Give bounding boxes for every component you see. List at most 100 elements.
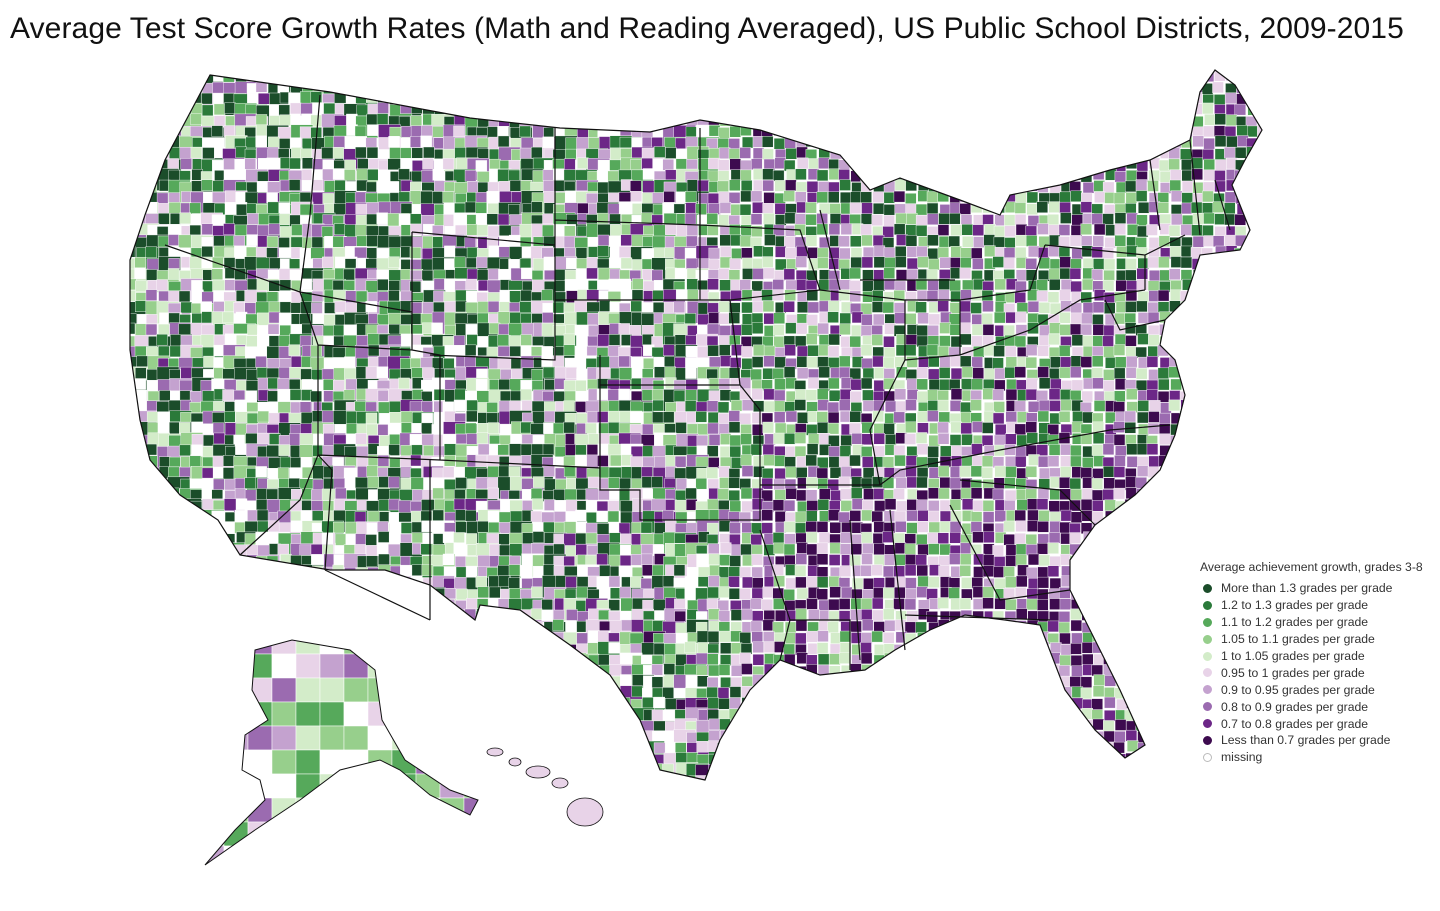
district-cell (607, 91, 631, 115)
district-cell (1246, 158, 1258, 170)
district-cell (949, 105, 961, 117)
district-cell (1014, 159, 1027, 171)
district-cell (938, 135, 950, 147)
district-cell (1016, 434, 1028, 447)
district-cell (1247, 279, 1259, 292)
district-cell (1181, 169, 1193, 182)
district-cell (367, 124, 379, 136)
district-cell (134, 256, 146, 269)
district-cell (213, 334, 226, 347)
district-cell (675, 158, 688, 170)
district-cell (1004, 225, 1016, 237)
district-cell (520, 388, 532, 401)
district-cell (951, 445, 963, 457)
district-cell (937, 389, 949, 402)
district-cell (640, 553, 653, 566)
district-cell (1102, 70, 1114, 71)
district-cell (950, 488, 963, 501)
district-cell (134, 126, 147, 138)
district-cell (1202, 499, 1215, 511)
district-cell (630, 300, 642, 313)
district-cell (915, 215, 928, 227)
district-cell (1245, 246, 1258, 258)
district-cell (555, 479, 567, 491)
district-cell (519, 565, 532, 577)
district-cell (213, 432, 225, 445)
district-cell (1190, 488, 1203, 501)
district-cell (1169, 478, 1181, 490)
district-cell (772, 279, 784, 291)
district-cell (1091, 203, 1103, 216)
district-cell (709, 356, 721, 369)
district-cell (786, 81, 798, 93)
district-cell (1215, 489, 1227, 501)
district-cell (971, 70, 983, 81)
district-cell (1223, 466, 1236, 479)
district-cell (1047, 104, 1059, 117)
district-cell (774, 356, 786, 369)
district-cell (498, 533, 510, 545)
district-cell (1169, 499, 1182, 511)
district-cell (1193, 280, 1205, 292)
district-cell (750, 213, 763, 225)
district-cell (772, 170, 785, 182)
district-cell (984, 124, 996, 137)
district-cell (1137, 257, 1149, 270)
district-cell (130, 498, 148, 522)
district-cell (752, 258, 764, 270)
district-cell (178, 522, 201, 546)
district-cell (981, 435, 994, 447)
district-cell (289, 577, 302, 589)
district-cell (1094, 289, 1106, 301)
district-cell (531, 71, 554, 94)
district-cell (838, 511, 850, 524)
district-cell (355, 70, 378, 82)
district-cell (355, 433, 367, 445)
district-cell (1158, 113, 1170, 126)
district-cell (653, 146, 666, 158)
district-cell (774, 378, 786, 390)
district-cell (851, 82, 864, 94)
district-cell (499, 82, 511, 94)
district-cell (521, 70, 544, 92)
district-cell (1059, 477, 1071, 489)
district-cell (542, 366, 555, 379)
district-cell (157, 113, 169, 126)
district-cell (475, 160, 488, 172)
district-cell (927, 446, 939, 458)
district-cell (147, 104, 160, 116)
district-cell (839, 565, 851, 577)
district-cell (1070, 355, 1083, 368)
district-cell (357, 158, 369, 170)
district-cell (1126, 224, 1139, 236)
district-cell (871, 82, 883, 94)
district-cell (1082, 335, 1095, 347)
district-cell (431, 70, 454, 93)
district-cell (883, 159, 895, 171)
district-cell (1081, 127, 1094, 139)
district-cell (543, 71, 566, 95)
district-cell (962, 279, 974, 292)
district-cell (1014, 423, 1027, 436)
district-cell (145, 543, 168, 566)
district-cell (850, 235, 862, 247)
district-cell (728, 138, 740, 150)
district-cell (796, 489, 808, 502)
district-cell (1203, 70, 1215, 72)
district-cell (1181, 159, 1193, 171)
district-cell (632, 278, 644, 290)
district-cell (543, 70, 566, 84)
district-cell (752, 201, 764, 214)
district-cell (1192, 533, 1204, 546)
district-cell (179, 72, 192, 84)
district-cell (763, 312, 775, 325)
district-cell (554, 378, 566, 390)
district-cell (1069, 235, 1082, 247)
district-cell (687, 81, 710, 105)
district-cell (828, 191, 840, 203)
district-cell (355, 533, 367, 545)
district-cell (1069, 93, 1081, 106)
district-cell (1257, 322, 1262, 334)
district-cell (719, 554, 731, 566)
district-cell (588, 137, 600, 149)
